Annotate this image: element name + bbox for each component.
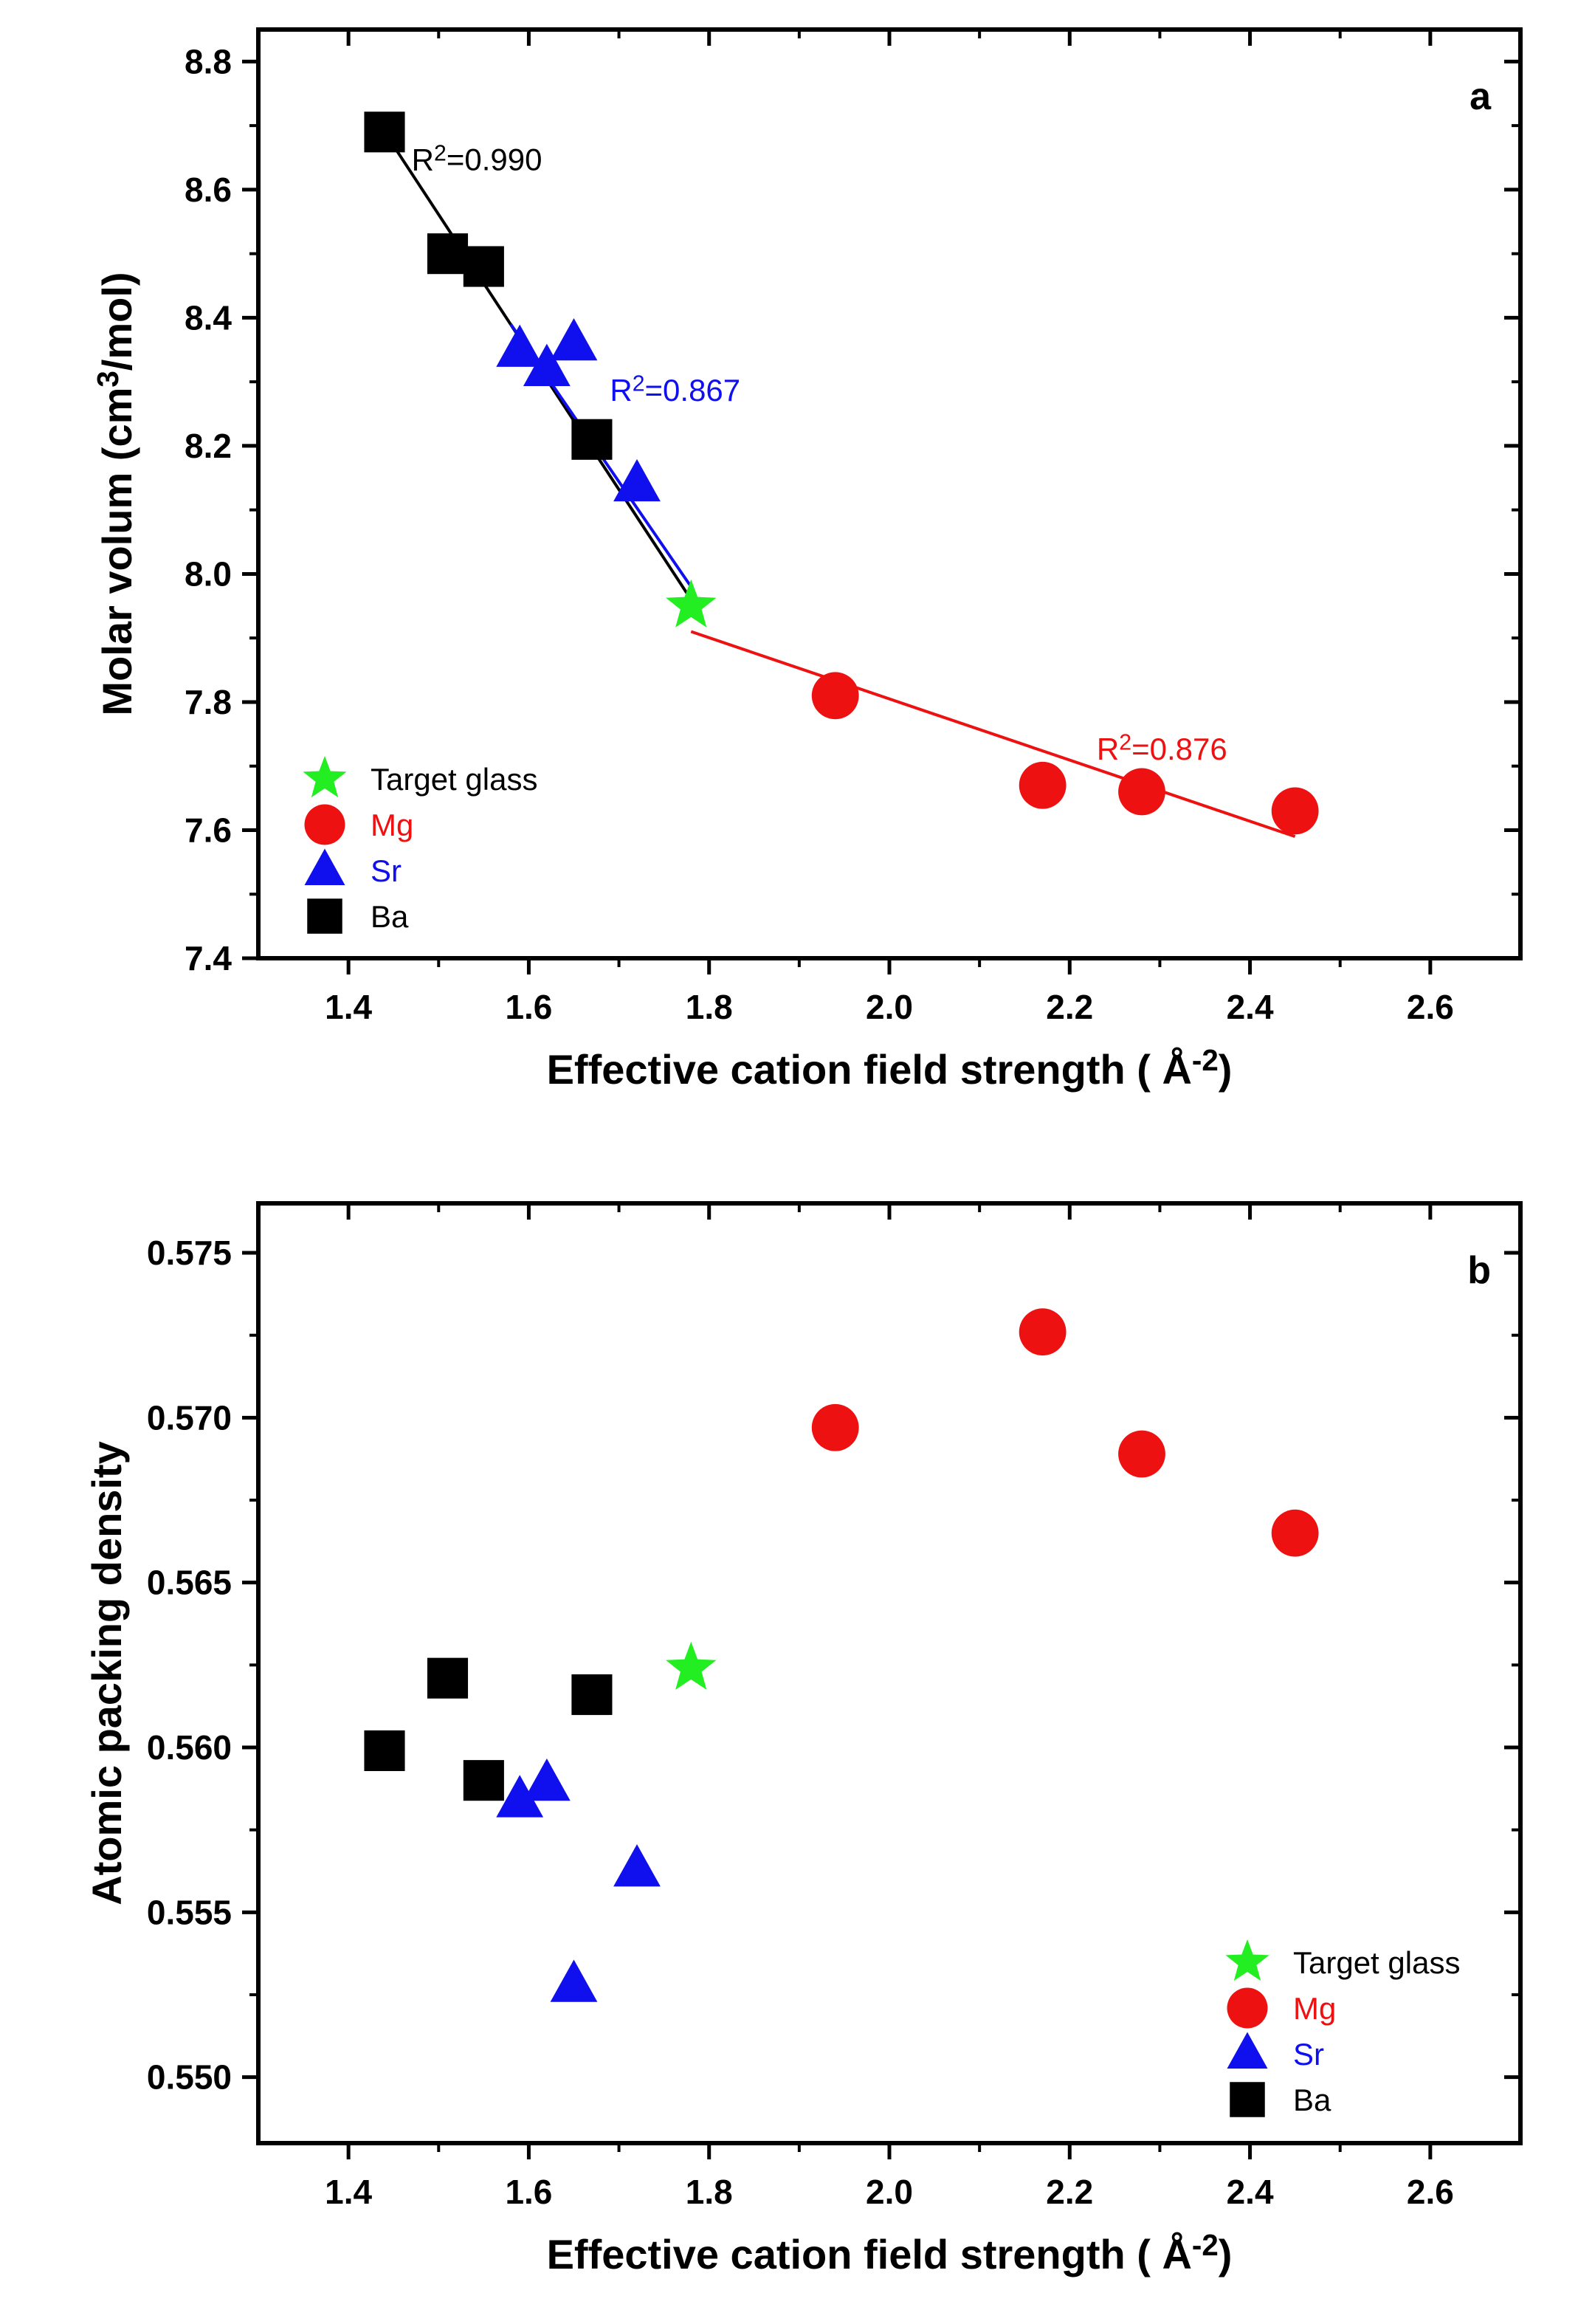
data-point-Mg (811, 1403, 859, 1451)
legend: Target glass Mg Sr Ba (1225, 1939, 1460, 2117)
x-tick-label: 2.6 (1407, 988, 1454, 1026)
x-tick-label: 2.2 (1046, 2173, 1093, 2211)
x-tick-label: 1.6 (505, 2173, 552, 2211)
data-point-Ba (427, 1657, 469, 1699)
data-point-Mg (811, 672, 859, 720)
x-tick-label: 1.6 (505, 988, 552, 1026)
data-point-Mg (1019, 761, 1067, 809)
data-point-Mg (1118, 768, 1165, 816)
legend: Target glass Mg Sr Ba (303, 756, 537, 934)
data-point-Ba (364, 111, 405, 153)
x-tick-label: 1.8 (686, 2173, 733, 2211)
x-tick-label: 2.4 (1227, 2173, 1274, 2211)
data-point-Ba (463, 1760, 504, 1801)
x-tick-label: 2.0 (866, 988, 913, 1026)
r2-label-Ba: R2=0.990 (412, 141, 542, 177)
y-tick-label: 0.570 (147, 1398, 232, 1437)
data-point-Ba (571, 1674, 613, 1716)
data-point-Sr (523, 343, 571, 386)
data-point-target (666, 1641, 717, 1690)
y-tick-label: 0.555 (147, 1893, 232, 1931)
y-tick-label: 8.2 (185, 427, 232, 465)
legend-label: Target glass (1293, 1945, 1460, 1980)
panel-letter: b (1467, 1249, 1491, 1292)
y-tick-label: 0.575 (147, 1234, 232, 1272)
y-tick-label: 0.565 (147, 1564, 232, 1602)
y-axis-label: Molar volum (cm3/mol) (91, 272, 140, 715)
data-point-Mg (1019, 1308, 1067, 1356)
fit-line-Mg (690, 630, 1296, 839)
y-tick-label: 7.6 (185, 811, 232, 849)
chart-panel-b: 1.4 1.6 1.8 2.0 2.2 2.4 2.6 0.550 0.555 0.560 0.56… (83, 1201, 1523, 2277)
legend-label: Mg (1293, 1991, 1336, 2026)
x-axis-label: Effective cation field strength ( Å-2) (547, 2228, 1233, 2277)
y-tick-label: 7.4 (185, 939, 232, 977)
legend-marker-target (303, 756, 347, 798)
panel-letter: a (1470, 75, 1492, 118)
data-point-Ba (463, 246, 504, 287)
x-tick-label: 2.6 (1407, 2173, 1454, 2211)
data-point-Mg (1118, 1430, 1165, 1478)
legend-label: Mg (371, 808, 413, 842)
y-tick-label: 8.4 (185, 298, 232, 337)
x-tick-label: 1.4 (325, 2173, 372, 2211)
legend-marker-Ba (307, 898, 342, 934)
x-tick-label: 2.4 (1227, 988, 1274, 1026)
data-point-Sr (613, 1844, 661, 1887)
legend-marker-Sr (304, 848, 345, 885)
data-point-Sr (550, 1959, 598, 2002)
x-tick-label: 1.4 (325, 988, 372, 1026)
y-tick-label: 7.8 (185, 683, 232, 721)
data-point-Mg (1271, 1509, 1319, 1557)
data-point-Ba (571, 419, 613, 460)
data-point-Mg (1271, 787, 1319, 835)
data-point-target (666, 579, 717, 628)
data-point-Sr (550, 317, 598, 361)
data-point-Sr (523, 1758, 571, 1801)
legend-marker-Mg (304, 804, 345, 845)
data-point-Sr (496, 1775, 544, 1818)
y-tick-label: 8.0 (185, 554, 232, 593)
data-point-Sr (613, 458, 661, 502)
y-tick-label: 8.8 (185, 42, 232, 80)
r2-label-Mg: R2=0.876 (1097, 730, 1227, 766)
y-tick-label: 8.6 (185, 171, 232, 209)
data-point-Ba (364, 1730, 405, 1772)
y-tick-label: 0.560 (147, 1728, 232, 1767)
x-tick-label: 2.2 (1046, 988, 1093, 1026)
legend-label: Target glass (371, 762, 537, 797)
legend-label: Sr (1293, 2037, 1324, 2072)
y-axis-label: Atomic packing density (83, 1441, 130, 1905)
legend-label: Ba (1293, 2083, 1331, 2117)
x-tick-label: 2.0 (866, 2173, 913, 2211)
legend-marker-target (1225, 1939, 1269, 1981)
r2-label-Sr: R2=0.867 (610, 372, 740, 408)
legend-marker-Sr (1227, 2032, 1268, 2069)
legend-label: Ba (371, 899, 409, 934)
chart-panel-a: 1.4 1.6 1.8 2.0 2.2 2.4 2.6 7.4 7.6 7.8 8.0 8.2 8.4 8… (91, 27, 1523, 1093)
data-point-Sr (496, 324, 544, 367)
y-tick-label: 0.550 (147, 2058, 232, 2097)
x-tick-label: 1.8 (686, 988, 733, 1026)
data-point-Ba (427, 233, 469, 275)
x-axis-label: Effective cation field strength ( Å-2) (547, 1043, 1233, 1093)
legend-marker-Ba (1230, 2082, 1265, 2117)
legend-label: Sr (371, 853, 402, 888)
legend-marker-Mg (1227, 1987, 1268, 2029)
